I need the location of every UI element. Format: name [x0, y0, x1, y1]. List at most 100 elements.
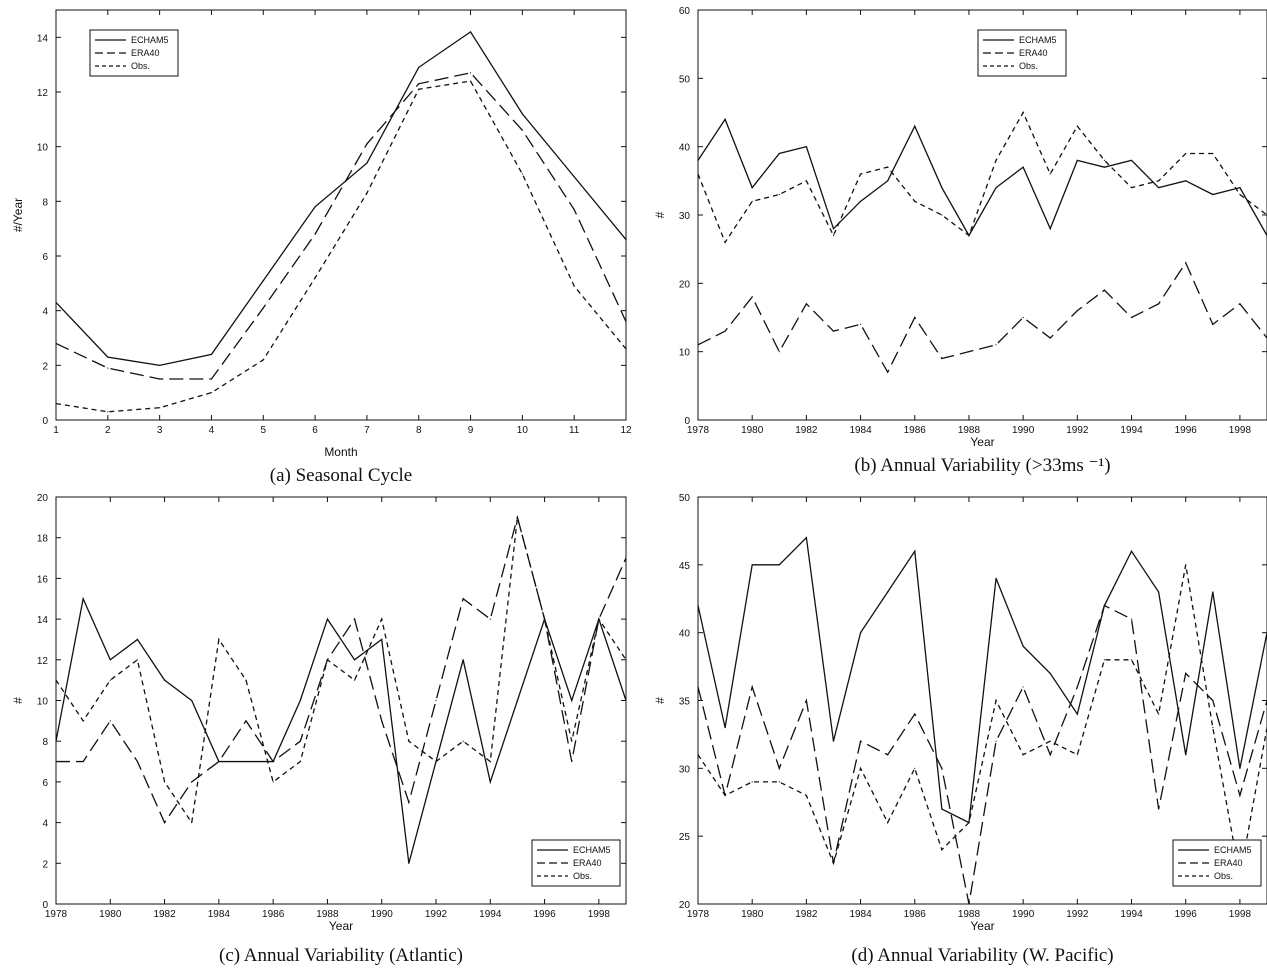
data-point [210, 392, 213, 394]
chart-panel-1: 1978 1980 1982 1984 1986 1988 1990 1992 1994 1996… [653, 6, 1267, 476]
x-tick-label: 1978 [687, 425, 710, 436]
data-point [314, 206, 316, 208]
data-point [210, 353, 213, 355]
y-tick-label: 6 [42, 252, 48, 263]
data-point [805, 180, 807, 182]
data-point [366, 143, 368, 145]
data-point [159, 407, 161, 409]
data-point [625, 348, 627, 350]
data-point [1130, 187, 1133, 189]
data-point [55, 301, 57, 304]
y-tick-label: 8 [42, 737, 48, 748]
data-point [1022, 111, 1024, 114]
data-point [353, 679, 356, 681]
panel-caption: (a) Seasonal Cycle [270, 465, 412, 486]
data-point [724, 727, 726, 729]
data-point [724, 118, 726, 120]
series-line-obs [55, 80, 627, 413]
data-point [995, 344, 997, 346]
data-point [778, 564, 780, 566]
x-tick-label: 1984 [849, 909, 872, 920]
data-point [82, 760, 84, 763]
data-point [159, 378, 161, 380]
data-point [697, 604, 699, 607]
data-point [573, 208, 575, 211]
data-point [272, 781, 274, 783]
x-tick-label: 1980 [741, 909, 764, 920]
data-point [832, 740, 835, 742]
data-point [82, 720, 84, 722]
data-point [262, 359, 264, 361]
data-point [625, 557, 627, 559]
data-point [262, 307, 264, 309]
data-point [859, 632, 862, 634]
data-point [489, 760, 491, 763]
x-tick-label: 1988 [958, 425, 981, 436]
x-tick-label: 1984 [208, 909, 231, 920]
legend-label: ECHAM5 [131, 35, 169, 45]
data-point [968, 903, 970, 905]
data-point [995, 159, 997, 161]
legend-box [531, 839, 621, 887]
data-point [1076, 686, 1078, 688]
x-axis-label: Year [970, 919, 994, 933]
data-point [573, 285, 575, 287]
data-point [245, 760, 247, 763]
data-point [751, 781, 753, 783]
x-tick-label: 1984 [849, 425, 872, 436]
data-point [724, 330, 726, 332]
data-point [163, 781, 166, 783]
x-axis-label: Month [324, 445, 357, 459]
data-point [1158, 713, 1160, 715]
y-tick-label: 8 [42, 197, 48, 208]
legend: ECHAM5 ERA40 Obs. [89, 29, 179, 77]
data-point [914, 713, 916, 715]
data-point [1212, 591, 1214, 593]
data-point [805, 537, 807, 539]
y-axis-label: # [653, 697, 667, 704]
data-point [55, 342, 57, 345]
legend-label: ECHAM5 [1214, 845, 1252, 855]
data-point [573, 176, 575, 178]
data-point [1103, 166, 1106, 168]
data-point [778, 767, 780, 769]
data-point [805, 794, 807, 797]
y-tick-label: 10 [37, 143, 49, 154]
legend-box [89, 29, 179, 77]
data-point [859, 173, 862, 175]
x-axis-label: Year [970, 435, 994, 449]
data-point [1076, 310, 1078, 312]
data-point [914, 125, 916, 127]
data-point [1049, 337, 1051, 339]
data-point [1103, 604, 1106, 607]
data-point [625, 239, 627, 241]
data-point [136, 760, 139, 763]
data-point [1212, 152, 1214, 155]
data-point [1103, 159, 1106, 161]
data-point [1158, 303, 1160, 305]
x-tick-label: 1996 [1175, 909, 1198, 920]
data-point [107, 367, 109, 369]
x-tick-label: 1992 [1066, 425, 1089, 436]
data-point [1049, 672, 1051, 674]
data-point [625, 659, 627, 661]
data-point [1130, 316, 1133, 319]
legend-label: Obs. [1214, 871, 1233, 881]
data-point [469, 72, 472, 74]
x-tick-label: 1980 [741, 425, 764, 436]
x-tick-label: 1990 [371, 909, 394, 920]
data-point [941, 808, 943, 810]
data-point [1185, 262, 1187, 264]
data-point [1130, 659, 1133, 661]
x-tick-label: 1 [53, 425, 59, 436]
data-point [751, 187, 753, 189]
data-point [1049, 754, 1051, 756]
data-point [381, 638, 383, 641]
x-tick-label: 5 [260, 425, 266, 436]
data-point [462, 740, 464, 742]
y-tick-label: 20 [679, 279, 691, 290]
data-point [832, 234, 835, 237]
legend: ECHAM5 ERA40 Obs. [1172, 839, 1262, 887]
x-tick-label: 1992 [1066, 909, 1089, 920]
data-point [516, 699, 519, 702]
